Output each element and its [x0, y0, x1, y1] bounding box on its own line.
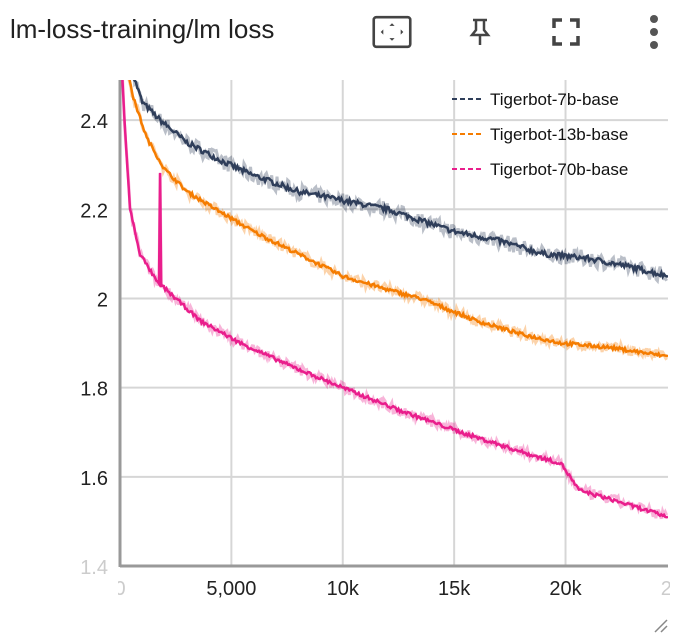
x-tick-label: 20k — [549, 578, 582, 600]
y-tick-label: 2.2 — [80, 200, 108, 222]
more-vert-icon[interactable] — [634, 12, 674, 52]
x-tick-label: 15k — [438, 578, 471, 600]
series-line — [121, 80, 668, 519]
legend-label: Tigerbot-13b-base — [490, 125, 628, 144]
y-tick-label: 1.4 — [80, 557, 108, 579]
pin-icon[interactable] — [460, 12, 500, 52]
resize-handle-icon[interactable] — [654, 619, 668, 633]
fit-domain-icon[interactable] — [372, 12, 412, 52]
series-line — [128, 80, 668, 359]
series-raw-line — [121, 80, 668, 520]
y-tick-label: 1.6 — [80, 468, 108, 490]
y-tick-label: 2.4 — [80, 111, 108, 133]
x-tick-label: 25k — [661, 578, 681, 600]
chart-title: lm-loss-training/lm loss — [10, 14, 275, 44]
y-tick-label: 2 — [97, 289, 108, 311]
fullscreen-icon[interactable] — [546, 12, 586, 52]
legend-label: Tigerbot-70b-base — [490, 160, 628, 179]
series-line — [132, 80, 668, 280]
series-raw-line — [127, 80, 668, 362]
x-tick-label: 0 — [114, 578, 125, 600]
x-tick-label: 10k — [327, 578, 360, 600]
series-raw-line — [132, 80, 668, 285]
x-tick-label: 5,000 — [206, 578, 256, 600]
legend-label: Tigerbot-7b-base — [490, 90, 619, 109]
y-tick-label: 1.8 — [80, 379, 108, 401]
